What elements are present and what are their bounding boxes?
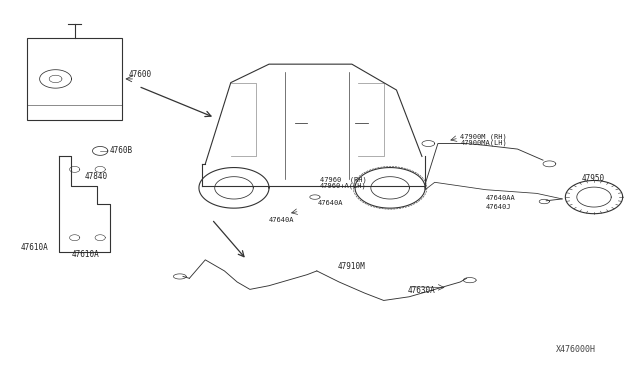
Text: 47910M: 47910M [337, 262, 365, 271]
Text: 4760B: 4760B [109, 147, 133, 155]
Text: 47640J: 47640J [486, 205, 511, 211]
Text: 47900MA(LH): 47900MA(LH) [460, 140, 507, 146]
Text: 47960  (RH): 47960 (RH) [320, 177, 367, 183]
Text: 47610A: 47610A [72, 250, 99, 259]
Text: 47840: 47840 [84, 172, 108, 181]
Text: 47950: 47950 [581, 174, 604, 183]
Text: 47640AA: 47640AA [486, 195, 515, 201]
Text: 47640A: 47640A [318, 200, 344, 206]
Text: 47610A: 47610A [20, 243, 48, 252]
Text: 47960+A(LH): 47960+A(LH) [320, 183, 367, 189]
Text: X476000H: X476000H [556, 345, 596, 354]
Text: 47900M (RH): 47900M (RH) [460, 134, 507, 140]
Text: 47640A: 47640A [269, 217, 294, 223]
Text: 47600: 47600 [129, 70, 152, 79]
Text: 47630A: 47630A [408, 286, 436, 295]
